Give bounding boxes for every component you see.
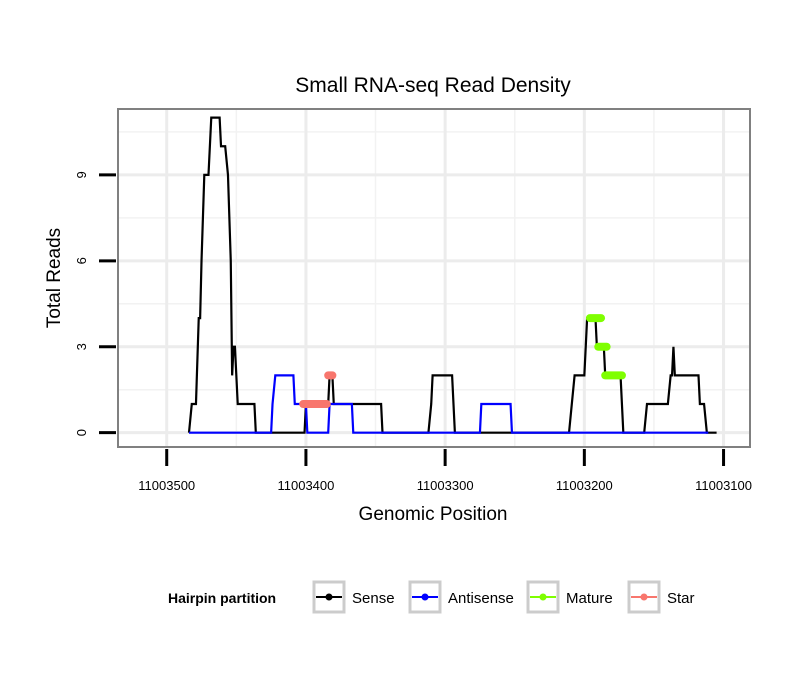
legend-title: Hairpin partition (168, 590, 276, 606)
y-axis-label: Total Reads (44, 228, 65, 328)
x-tick-label: 11003500 (138, 478, 195, 493)
legend-label: Antisense (448, 590, 514, 607)
legend: Hairpin partition Sense Antisense Mature St… (168, 580, 695, 614)
series-line-antisense (189, 374, 709, 434)
legend-key-dot (539, 593, 547, 601)
x-axis: 11003500 11003400 11003300 11003200 11003100 (138, 449, 752, 493)
x-tick-label: 11003300 (417, 478, 474, 493)
chart-title: Small RNA-seq Read Density (295, 74, 571, 97)
legend-key-dot (325, 593, 333, 601)
y-axis: 0 3 6 9 (74, 171, 116, 436)
legend-key-dot (421, 593, 429, 601)
x-axis-label: Genomic Position (359, 504, 508, 525)
legend-label: Star (667, 590, 695, 607)
series-layer (187, 116, 717, 434)
x-tick-label: 11003200 (556, 478, 613, 493)
plot-panel-border (117, 108, 751, 448)
legend-key-dot (640, 593, 648, 601)
y-tick-label: 0 (74, 429, 89, 436)
x-tick-label: 11003100 (695, 478, 752, 493)
legend-label: Sense (352, 590, 395, 607)
y-tick-label: 3 (74, 343, 89, 350)
legend-label: Mature (566, 590, 613, 607)
y-tick-label: 6 (74, 257, 89, 264)
y-tick-label: 9 (74, 171, 89, 178)
plot-panel (117, 108, 751, 448)
x-tick-label: 11003400 (277, 478, 334, 493)
